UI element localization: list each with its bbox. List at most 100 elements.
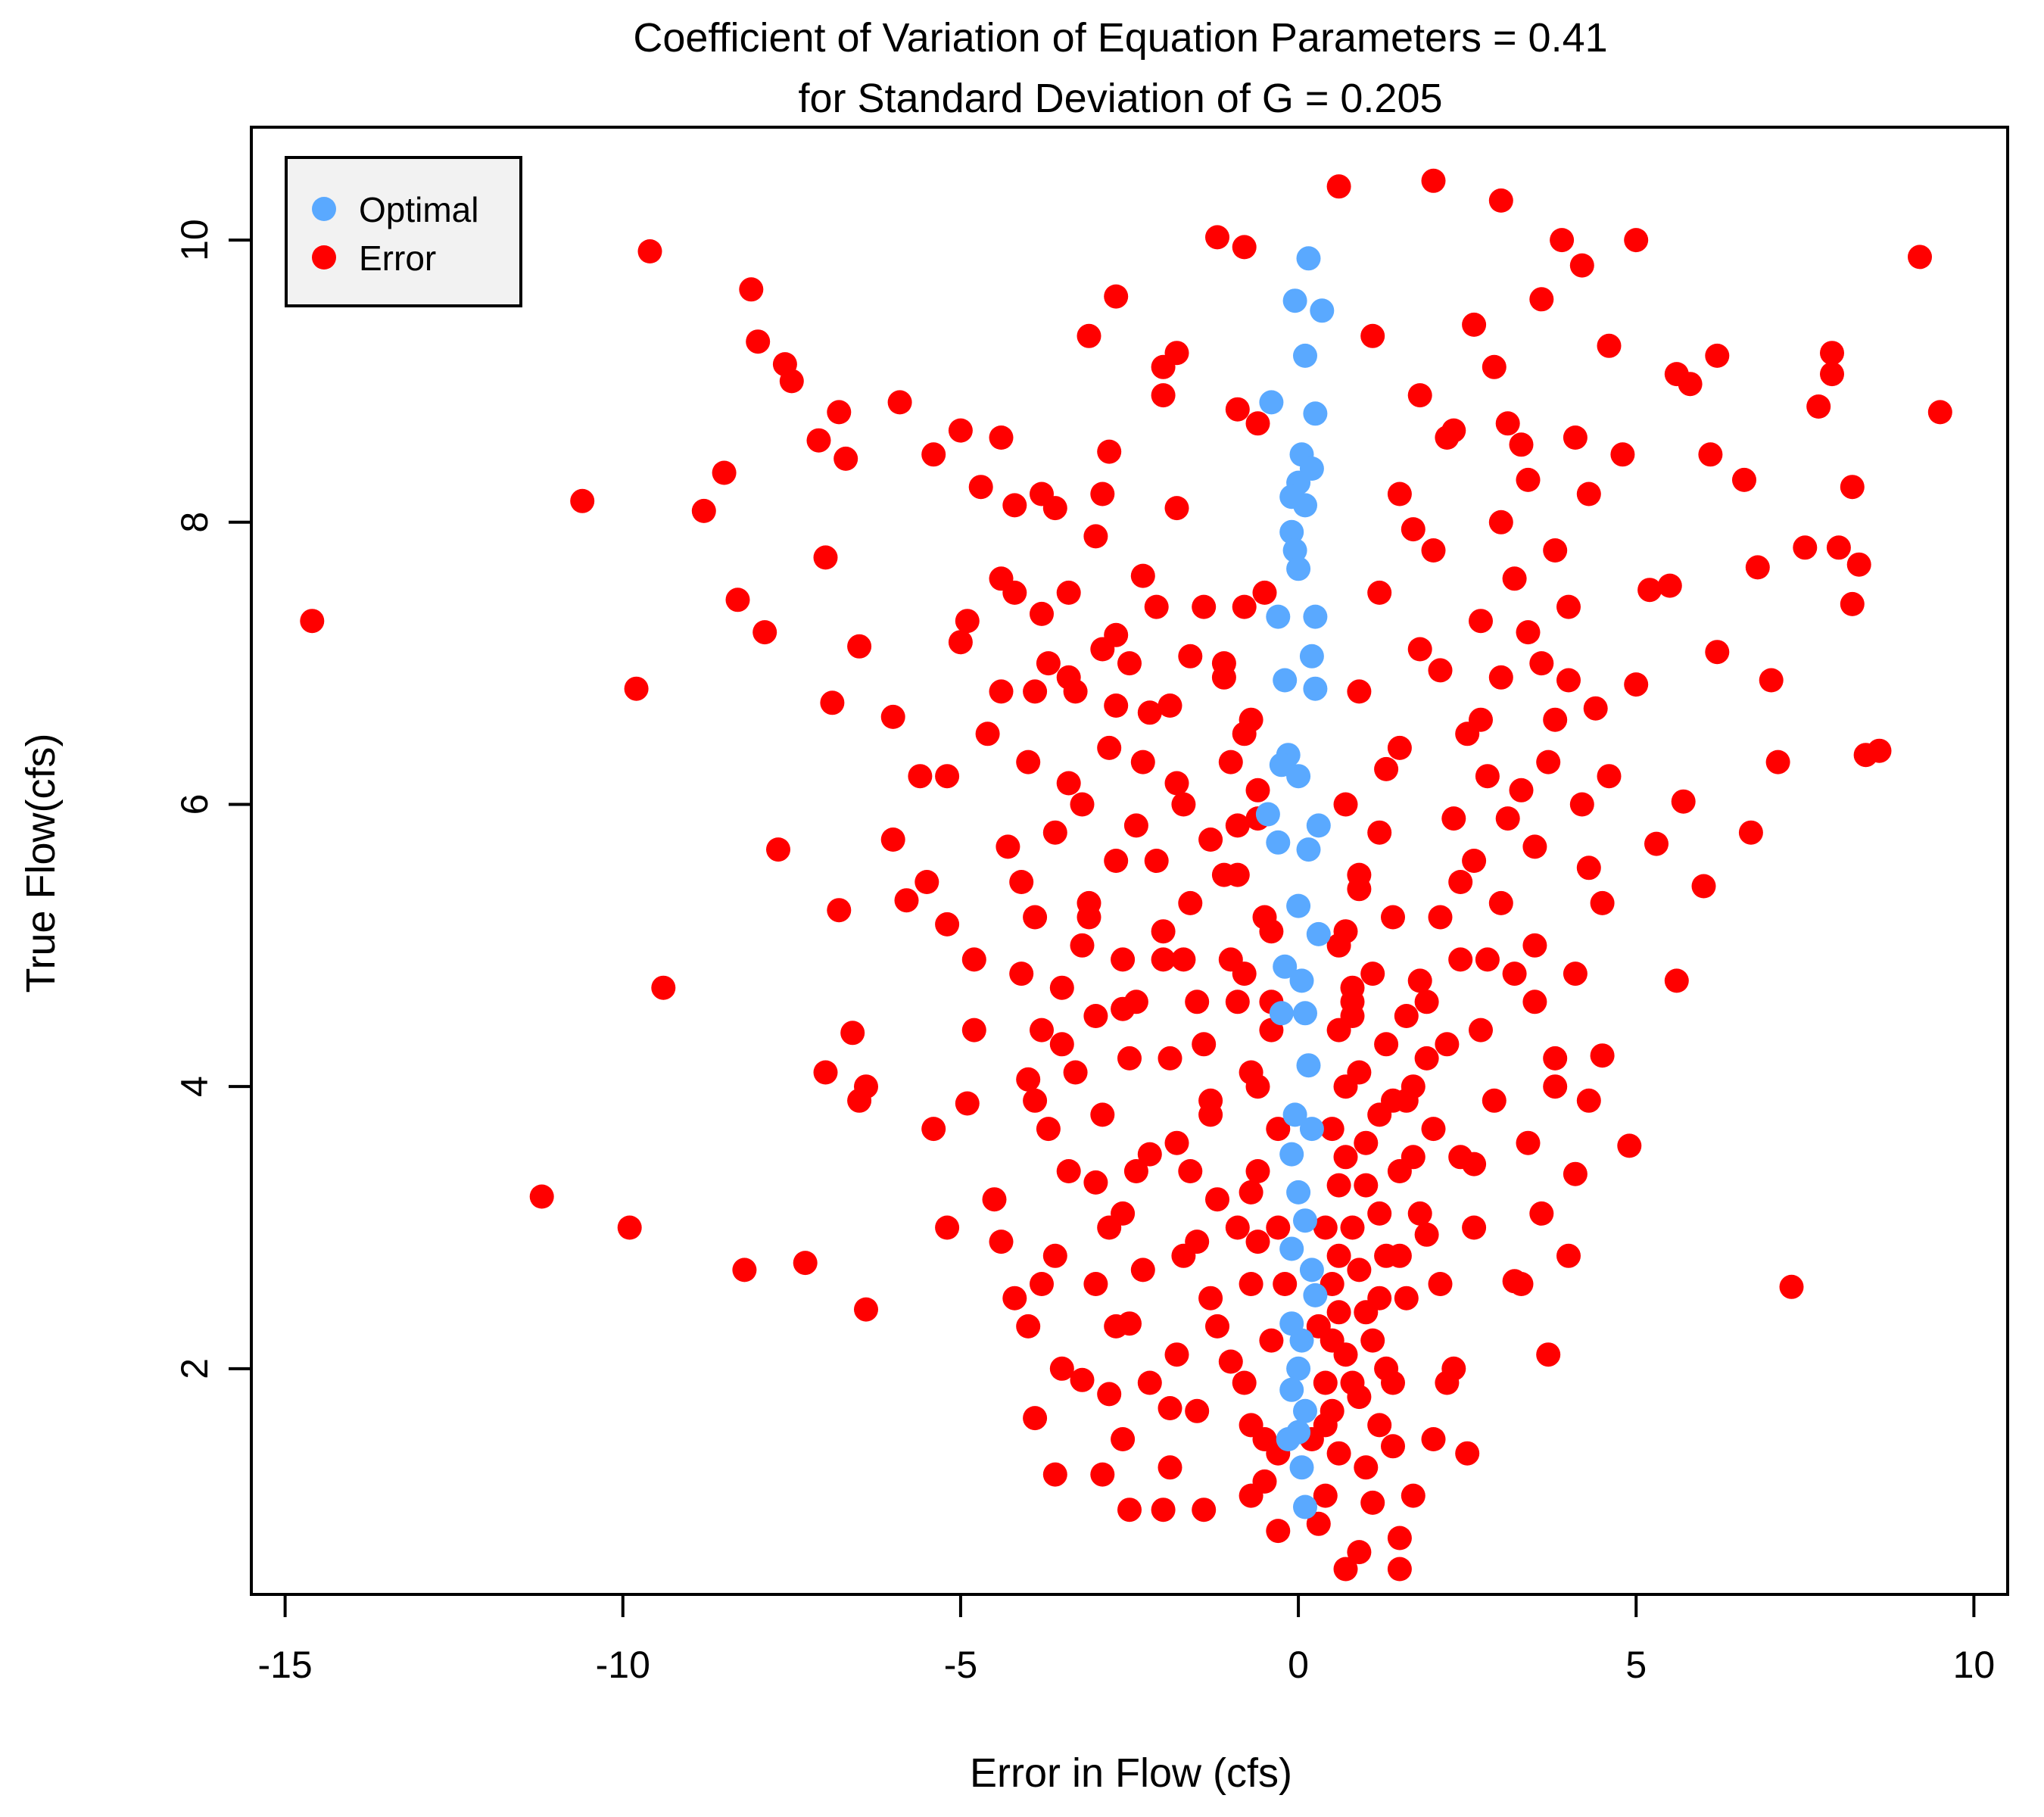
error-point <box>1381 1434 1405 1459</box>
error-point <box>1077 323 1101 348</box>
error-point <box>752 620 777 645</box>
error-point <box>948 630 973 655</box>
error-point <box>1023 679 1048 704</box>
error-point <box>1387 1526 1412 1551</box>
error-point <box>1225 813 1250 838</box>
error-point <box>1394 1286 1419 1311</box>
error-point <box>1360 1490 1385 1515</box>
error-point <box>1192 594 1217 619</box>
error-point <box>1164 771 1189 796</box>
optimal-point <box>1286 556 1311 581</box>
optimal-point <box>1276 1427 1301 1451</box>
error-point <box>1806 394 1831 419</box>
error-point <box>1111 947 1136 972</box>
error-point <box>880 704 905 729</box>
error-point <box>739 277 764 302</box>
error-point <box>1158 693 1182 718</box>
optimal-point <box>1303 676 1328 701</box>
error-point <box>921 442 946 467</box>
error-point <box>847 634 872 659</box>
error-point <box>1340 975 1365 1000</box>
error-point <box>1117 1046 1142 1071</box>
error-point <box>1705 640 1730 665</box>
error-point <box>1130 1258 1155 1282</box>
error-point <box>1333 1557 1358 1582</box>
error-point <box>1171 1243 1196 1268</box>
error-point <box>1023 905 1048 930</box>
optimal-point <box>1303 1282 1328 1307</box>
error-point <box>1374 1032 1399 1057</box>
error-point <box>1543 1074 1568 1099</box>
error-point <box>746 329 771 354</box>
error-point <box>847 1088 872 1113</box>
error-point <box>624 676 649 701</box>
error-point <box>1367 1201 1392 1226</box>
error-point <box>1232 594 1257 619</box>
error-point <box>1597 333 1622 358</box>
y-tick-label: 10 <box>173 219 216 261</box>
optimal-point <box>1296 246 1321 271</box>
error-point <box>1488 510 1513 535</box>
error-point <box>955 609 980 634</box>
error-point <box>1158 1455 1182 1480</box>
error-point <box>1211 651 1236 676</box>
error-point <box>1104 693 1129 718</box>
error-point <box>712 460 737 485</box>
error-point <box>1407 1201 1432 1226</box>
error-point <box>1063 1060 1088 1085</box>
error-point <box>1042 1243 1067 1268</box>
error-point <box>1671 789 1696 814</box>
optimal-point <box>1293 1001 1317 1026</box>
error-point <box>1205 225 1229 250</box>
error-point <box>1171 792 1196 817</box>
x-axis-label: Error in Flow (cfs) <box>970 1750 1292 1796</box>
error-point <box>1205 1187 1229 1212</box>
error-point <box>1590 890 1615 915</box>
error-point <box>1104 849 1129 873</box>
optimal-point <box>1286 764 1311 789</box>
error-point <box>1218 1349 1243 1374</box>
error-point <box>1475 947 1500 972</box>
error-point <box>955 1091 980 1116</box>
error-point <box>1583 696 1608 721</box>
error-point <box>1333 1145 1358 1170</box>
error-point <box>1178 890 1203 915</box>
error-point <box>1529 651 1554 676</box>
error-point <box>1023 1406 1048 1431</box>
error-point <box>1042 1462 1067 1487</box>
error-point <box>1225 1215 1250 1240</box>
error-point <box>1192 1032 1217 1057</box>
error-point <box>1097 735 1122 760</box>
error-point <box>1130 563 1155 588</box>
error-point <box>968 475 993 500</box>
error-point <box>1414 1222 1439 1247</box>
error-point <box>1516 1130 1541 1155</box>
error-point <box>1428 1272 1453 1296</box>
error-point <box>1070 792 1095 817</box>
error-point <box>833 446 858 471</box>
error-point <box>1509 1272 1534 1296</box>
error-point <box>1340 1370 1365 1395</box>
error-point <box>1407 968 1432 993</box>
error-point <box>1624 228 1649 253</box>
error-point <box>813 1060 838 1085</box>
error-point <box>1407 637 1432 662</box>
error-point <box>1151 1498 1176 1522</box>
error-point <box>1569 253 1594 278</box>
error-point <box>1239 1180 1263 1205</box>
error-point <box>894 888 919 913</box>
error-point <box>1123 1159 1148 1183</box>
error-point <box>1488 665 1513 690</box>
legend-marker-error <box>312 245 336 270</box>
error-point <box>1387 1557 1412 1582</box>
error-point <box>1421 538 1446 563</box>
error-point <box>996 834 1020 859</box>
error-point <box>1030 601 1054 626</box>
error-point <box>570 488 595 513</box>
error-point <box>1441 806 1466 831</box>
error-point <box>1455 1441 1480 1466</box>
error-point <box>1144 849 1169 873</box>
error-point <box>840 1021 865 1046</box>
error-point <box>1164 1342 1189 1367</box>
error-point <box>1428 658 1453 683</box>
